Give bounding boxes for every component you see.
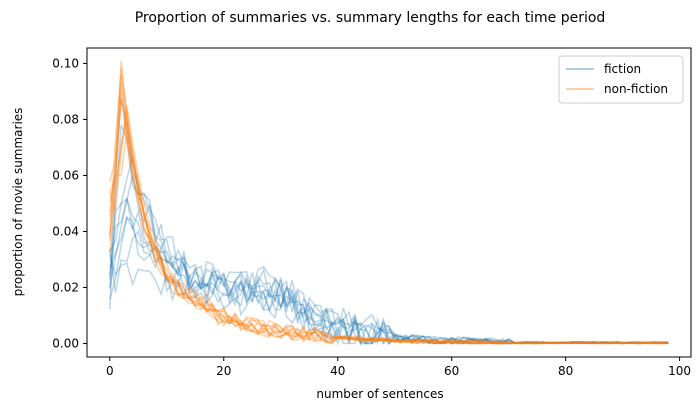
chart-title: Proportion of summaries vs. summary leng…	[135, 10, 606, 26]
x-tick-label: 80	[558, 364, 573, 378]
x-axis: 0 20 40 60 80 100	[106, 357, 691, 378]
series-line-non-fiction	[109, 68, 669, 345]
series-line-non-fiction	[109, 110, 669, 345]
series-line-fiction	[109, 215, 669, 346]
series-line-non-fiction	[109, 82, 669, 345]
x-axis-label: number of sentences	[316, 387, 443, 401]
legend-box	[558, 55, 684, 104]
series-line-fiction	[109, 155, 669, 347]
series-line-fiction	[109, 254, 669, 347]
series-line-non-fiction	[109, 130, 669, 345]
series-line-non-fiction	[109, 91, 669, 345]
series-line-fiction	[109, 197, 669, 345]
x-tick-label: 0	[106, 364, 114, 378]
y-tick-label: 0.06	[52, 168, 79, 182]
y-axis: 0.00 0.02 0.04 0.06 0.08 0.10	[52, 56, 87, 351]
y-axis-label: proportion of movie summaries	[11, 108, 25, 297]
series-line-fiction	[109, 229, 669, 345]
series-line-non-fiction	[109, 60, 669, 345]
series-line-fiction	[109, 175, 669, 345]
y-tick-label: 0.02	[52, 281, 79, 295]
x-tick-label: 60	[444, 364, 459, 378]
series-line-fiction	[109, 99, 669, 346]
series-line-fiction	[109, 124, 669, 345]
series-layer	[109, 60, 669, 347]
x-tick-label: 20	[216, 364, 231, 378]
x-tick-label: 40	[330, 364, 345, 378]
series-line-non-fiction	[109, 74, 669, 345]
legend-label-fiction: fiction	[604, 62, 641, 76]
series-line-non-fiction	[109, 122, 669, 345]
y-tick-label: 0.08	[52, 112, 79, 126]
y-tick-label: 0.00	[52, 337, 79, 351]
plot-frame	[86, 47, 692, 358]
series-line-fiction	[109, 197, 669, 345]
series-line-non-fiction	[109, 105, 669, 345]
y-tick-label: 0.04	[52, 224, 79, 238]
series-line-non-fiction	[109, 96, 669, 345]
y-tick-label: 0.10	[52, 56, 79, 70]
legend-label-non-fiction: non-fiction	[604, 82, 668, 96]
legend: fiction non-fiction	[558, 55, 684, 104]
series-line-fiction	[109, 216, 669, 345]
x-tick-label: 100	[668, 364, 691, 378]
